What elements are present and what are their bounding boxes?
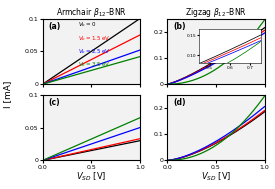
Text: $V_b=3.5$ eV: $V_b=3.5$ eV bbox=[78, 60, 110, 69]
Text: $V_b=0$: $V_b=0$ bbox=[78, 21, 96, 29]
X-axis label: $V_{SD}$ [V]: $V_{SD}$ [V] bbox=[76, 171, 106, 184]
Text: $V_b=1.5$ eV: $V_b=1.5$ eV bbox=[78, 34, 110, 43]
Title: Zigzag $\beta_{12}$–BNR: Zigzag $\beta_{12}$–BNR bbox=[185, 5, 247, 19]
Text: I [mA]: I [mA] bbox=[3, 81, 12, 108]
Text: (d): (d) bbox=[173, 98, 186, 107]
Text: $V_b=2.5$ eV: $V_b=2.5$ eV bbox=[78, 47, 110, 56]
Title: Armchair $\beta_{12}$–BNR: Armchair $\beta_{12}$–BNR bbox=[56, 5, 126, 19]
Text: (c): (c) bbox=[48, 98, 60, 107]
Text: (b): (b) bbox=[173, 22, 186, 31]
Text: (a): (a) bbox=[48, 22, 61, 31]
X-axis label: $V_{SD}$ [V]: $V_{SD}$ [V] bbox=[201, 171, 231, 184]
